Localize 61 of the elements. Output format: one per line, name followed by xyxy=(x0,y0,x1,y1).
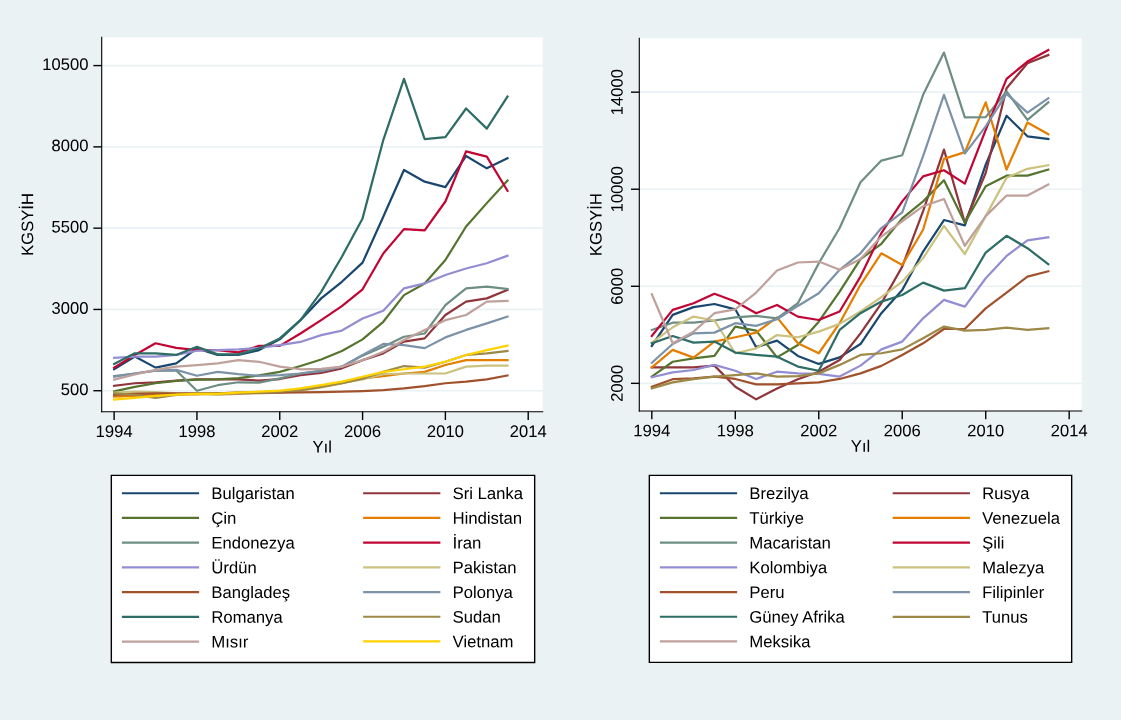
legend-label: Rusya xyxy=(983,487,1030,503)
y-tick-label: 500 xyxy=(61,383,88,396)
legend-label: Mısır xyxy=(212,635,249,648)
y-tick-label: 10500 xyxy=(43,58,88,71)
legend-label: Brezilya xyxy=(750,487,809,503)
y-tick-label: 10000 xyxy=(611,166,623,212)
line-series xyxy=(650,270,1050,388)
x-tick-label: 1998 xyxy=(718,424,754,437)
legend-label: Çin xyxy=(212,511,236,528)
legend-label: Meksika xyxy=(750,635,811,648)
legend-label: Bulgaristan xyxy=(212,487,294,503)
legend-label: Polonya xyxy=(453,585,513,602)
legend-label: Malezya xyxy=(983,561,1045,577)
line-series xyxy=(650,183,1050,345)
x-tick-label: 1994 xyxy=(96,425,133,438)
legend-label: Şili xyxy=(982,536,1004,553)
legend-label: Pakistan xyxy=(453,561,516,574)
x-tick-label: 2014 xyxy=(510,425,547,438)
legend-label: Güney Afrika xyxy=(750,610,845,627)
y-tick-label: 2000 xyxy=(611,365,623,402)
x-axis-title: Yıl xyxy=(851,439,870,452)
legend-label: Vietnam xyxy=(452,635,513,648)
y-axis-title: KGSYİH xyxy=(18,194,34,255)
legend-label: Hindistan xyxy=(453,511,521,524)
y-tick-label: 5500 xyxy=(52,220,88,233)
legend-label: Filipinler xyxy=(983,585,1044,602)
legend-label: Ürdün xyxy=(212,559,256,574)
y-axis-title: KGSYİH xyxy=(587,194,602,255)
x-axis-title: Yıl xyxy=(312,440,331,453)
x-tick-label: 1998 xyxy=(179,425,215,438)
line-series xyxy=(113,254,509,359)
line-series xyxy=(113,299,509,381)
legend-label: Venezuela xyxy=(982,511,1060,524)
legend-label: Türkiye xyxy=(749,511,804,528)
legend-label: Kolombiya xyxy=(750,561,828,577)
line-series xyxy=(113,77,509,366)
y-tick-label: 3000 xyxy=(52,302,88,314)
legend-label: Romanya xyxy=(212,611,283,627)
legend-label: Tunus xyxy=(982,611,1028,623)
x-tick-label: 1994 xyxy=(634,424,670,437)
legend-label: Bangladeş xyxy=(212,585,290,602)
line-series xyxy=(113,179,509,393)
x-tick-label: 2006 xyxy=(344,425,381,438)
legend-label: Peru xyxy=(750,586,784,599)
x-tick-label: 2002 xyxy=(801,424,837,437)
y-tick-label: 6000 xyxy=(611,268,623,304)
y-tick-label: 14000 xyxy=(611,69,623,115)
x-tick-label: 2010 xyxy=(427,425,464,438)
legend-label: Endonezya xyxy=(212,536,295,553)
x-tick-label: 2006 xyxy=(884,424,921,437)
legend-label: Macaristan xyxy=(750,536,830,549)
x-tick-label: 2010 xyxy=(968,424,1004,437)
x-tick-label: 2002 xyxy=(262,425,298,438)
legend-label: Sudan xyxy=(453,610,500,623)
legend-label: Sri Lanka xyxy=(453,487,523,500)
y-tick-label: 8000 xyxy=(52,139,88,152)
x-tick-label: 2014 xyxy=(1051,424,1088,437)
line-series xyxy=(113,315,509,378)
legend-label: İran xyxy=(454,534,481,549)
line-series xyxy=(650,53,1050,401)
line-series xyxy=(650,325,1050,390)
